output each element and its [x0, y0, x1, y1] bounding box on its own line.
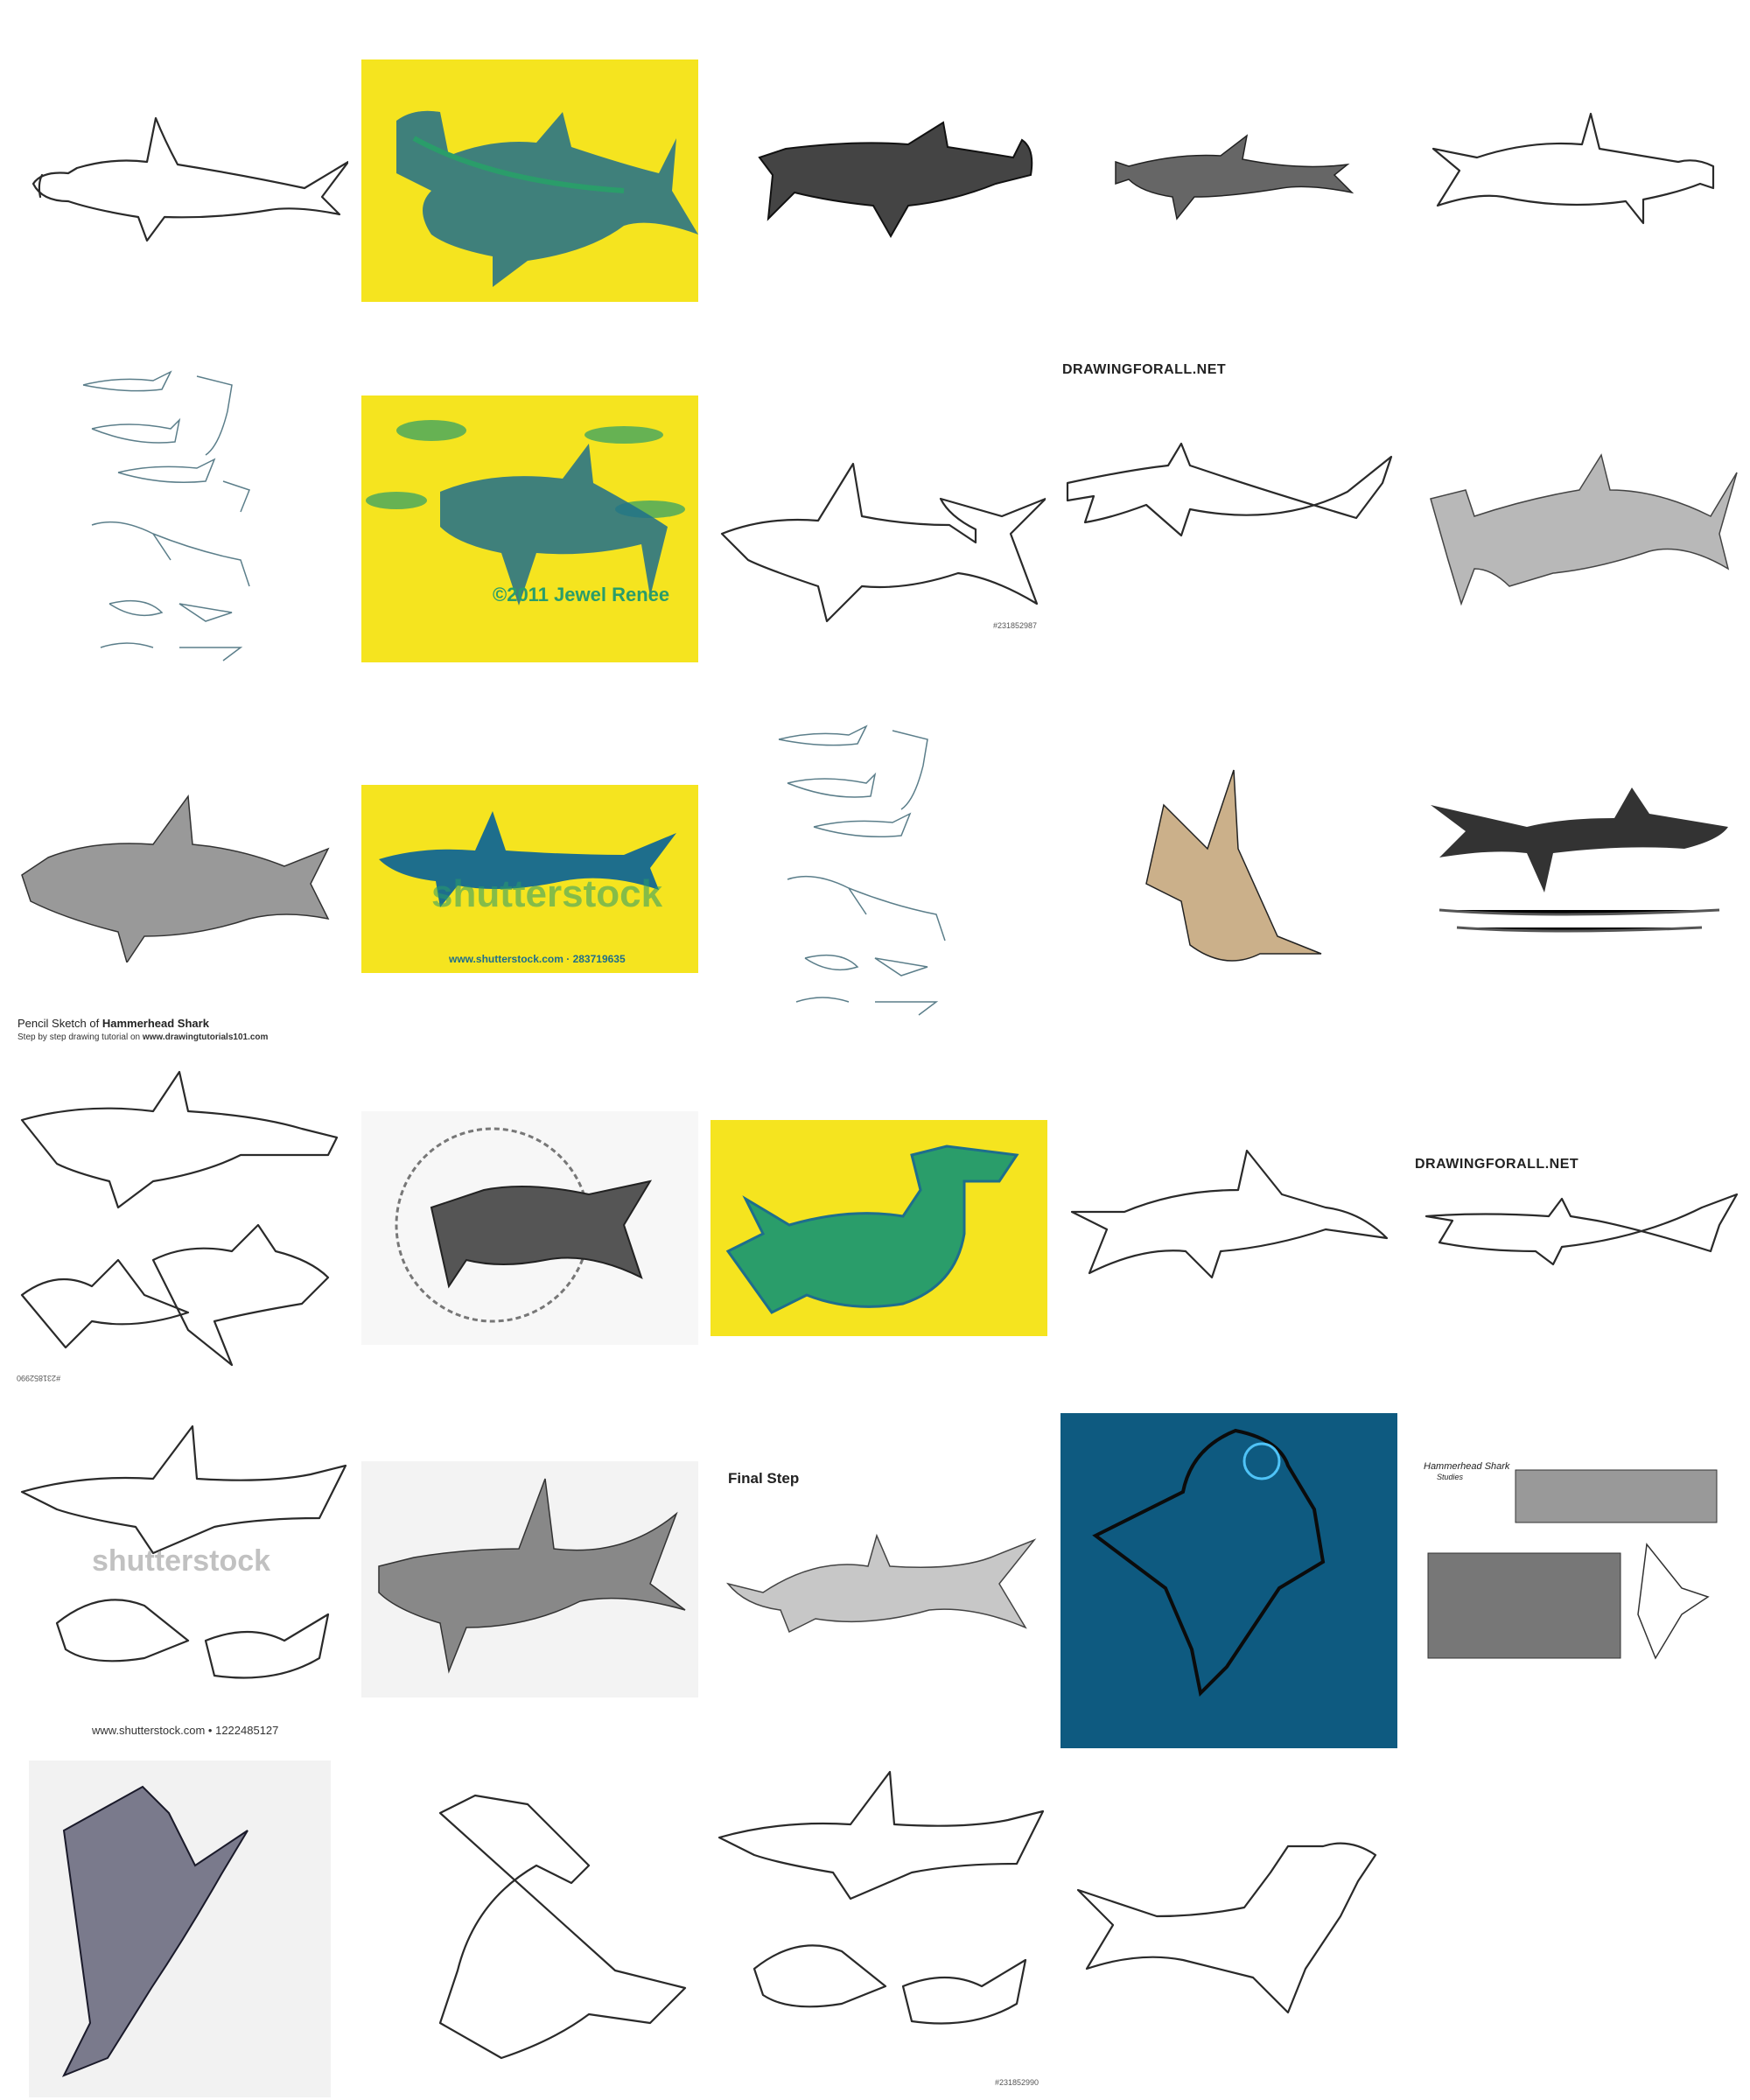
image-tile-r6c1[interactable] — [29, 1760, 331, 2097]
pencil-sketch-caption: Pencil Sketch of Hammerhead Shark — [18, 1017, 209, 1030]
final-step-caption: Final Step — [728, 1470, 800, 1487]
image-tile-r1c3[interactable] — [733, 44, 1048, 298]
image-tile-r2c3[interactable]: #231852987 — [713, 446, 1046, 634]
image-tile-r5c4[interactable] — [1060, 1413, 1397, 1748]
shark-studies — [1427, 1469, 1718, 1660]
image-tile-r2c2[interactable]: ©2011 Jewel Renee — [361, 396, 698, 662]
studies-subtitle: Studies — [1437, 1473, 1464, 1481]
image-tile-r5c1[interactable]: shutterstock www.shutterstock.com • 1222… — [13, 1413, 350, 1737]
shark-illustration — [1115, 134, 1354, 220]
shark-studies — [778, 724, 946, 1016]
stock-id: #231852987 — [993, 621, 1038, 630]
shark-illustration — [366, 420, 685, 606]
shark-illustration — [1431, 788, 1728, 933]
shark-illustration — [395, 1127, 653, 1323]
image-tile-r5c2[interactable] — [361, 1461, 698, 1698]
studies-title: Hammerhead Shark — [1424, 1461, 1510, 1472]
shark-illustration — [438, 1794, 687, 2060]
image-tile-r1c2[interactable] — [361, 60, 698, 302]
pencil-sketch-prefix: Pencil Sketch of — [18, 1017, 102, 1030]
pencil-sketch-sub-url: www.drawingtutorials101.com — [142, 1032, 269, 1042]
image-tile-r6c2[interactable] — [361, 1760, 698, 2097]
shark-illustration — [758, 121, 1033, 239]
shark-illustration — [20, 1424, 347, 1679]
image-tile-r4c3[interactable] — [710, 1120, 1047, 1336]
image-tile-r3c2[interactable]: shutterstock www.shutterstock.com · 2837… — [361, 785, 698, 973]
pencil-sketch-subcaption: Step by step drawing tutorial on www.dra… — [18, 1032, 268, 1042]
image-tile-r6c3[interactable]: #231852990 — [710, 1768, 1047, 2091]
shark-illustration — [21, 794, 330, 962]
shark-illustration — [718, 1770, 1045, 2025]
shutterstock-url: www.shutterstock.com • 1222485127 — [92, 1724, 279, 1737]
shutterstock-watermark: shutterstock — [431, 872, 663, 915]
pencil-sketch-sub-prefix: Step by step drawing tutorial on — [18, 1032, 143, 1042]
image-tile-r3c1[interactable] — [13, 788, 341, 962]
image-tile-r2c1[interactable] — [74, 359, 284, 682]
shutterstock-watermark: shutterstock — [92, 1544, 271, 1578]
shark-illustration — [1145, 769, 1322, 962]
image-tile-r2c5[interactable] — [1422, 446, 1741, 630]
shark-studies — [82, 370, 250, 662]
shark-illustration — [1076, 1842, 1377, 2014]
image-tile-r4c2[interactable] — [361, 1111, 698, 1345]
site-caption: DRAWINGFORALL.NET — [1415, 1157, 1579, 1172]
shark-illustration — [396, 110, 698, 287]
image-tile-r3c4[interactable] — [1129, 752, 1391, 1002]
shark-illustration — [1430, 453, 1738, 606]
image-tile-r4c4[interactable] — [1063, 1142, 1400, 1348]
image-tile-r3c3[interactable] — [770, 713, 980, 1037]
shutterstock-url: www.shutterstock.com · 283719635 — [449, 953, 626, 965]
image-tile-r1c1[interactable] — [16, 88, 348, 262]
image-tile-r5c5[interactable]: Hammerhead Shark Studies — [1419, 1457, 1743, 1698]
shark-illustration — [379, 811, 676, 907]
image-tile-r4c5[interactable]: DRAWINGFORALL.NET — [1413, 1155, 1741, 1295]
shark-illustration — [32, 116, 348, 242]
shark-illustration — [1066, 442, 1393, 537]
image-tile-r1c4[interactable] — [1107, 122, 1361, 228]
shark-illustration — [725, 1144, 1019, 1314]
shark-illustration — [61, 1785, 248, 2077]
image-tile-r5c3[interactable]: Final Step — [710, 1461, 1047, 1662]
stock-id: #231852990 — [995, 2078, 1040, 2087]
image-tile-r1c5[interactable] — [1424, 105, 1718, 236]
pencil-sketch-bold: Hammerhead Shark — [102, 1017, 209, 1030]
shark-illustration — [1092, 1428, 1326, 1698]
stock-id: #231852990 — [17, 1374, 61, 1382]
shark-illustration — [1070, 1149, 1389, 1279]
image-tile-r3c5[interactable] — [1422, 779, 1741, 980]
site-caption: DRAWINGFORALL.NET — [1062, 362, 1227, 377]
shark-illustration — [378, 1478, 686, 1674]
image-tile-r6c4[interactable] — [1060, 1820, 1397, 2048]
shark-illustration — [726, 1533, 1037, 1634]
image-tile-r2c4[interactable]: DRAWINGFORALL.NET — [1059, 360, 1396, 570]
shark-illustration — [20, 1070, 339, 1367]
shark-illustration — [1432, 112, 1715, 225]
shark-illustration — [720, 462, 1046, 623]
shark-illustration — [1424, 1193, 1739, 1266]
image-tile-r4c1[interactable]: #231852990 — [13, 1068, 350, 1387]
copyright-caption: ©2011 Jewel Renee — [493, 584, 670, 606]
